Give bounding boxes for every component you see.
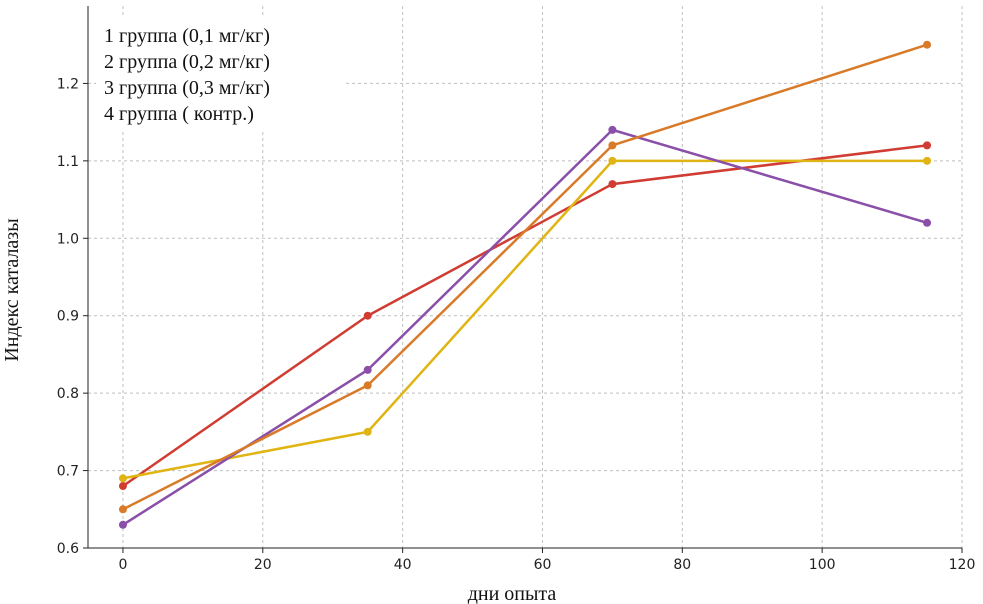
- legend: 1 группа (0,1 мг/кг) 2 группа (0,2 мг/кг…: [96, 16, 346, 131]
- legend-entry-4: 4 группа ( контр.): [104, 103, 254, 125]
- data-point: [923, 141, 932, 150]
- x-tick-label: 80: [673, 557, 691, 573]
- y-tick-label: 0.9: [57, 309, 79, 325]
- x-tick-label: 100: [809, 557, 836, 573]
- y-tick-label: 1.0: [57, 231, 79, 247]
- series-line-3: [122, 128, 928, 526]
- legend-entry-3: 3 группа (0,3 мг/кг): [104, 77, 270, 99]
- y-tick-label: 0.7: [57, 464, 79, 480]
- series: [118, 40, 932, 529]
- data-point: [608, 156, 617, 165]
- data-point: [923, 156, 932, 165]
- y-tick-label: 0.8: [57, 386, 79, 402]
- x-tick-label: 20: [254, 557, 272, 573]
- x-tick-label: 40: [394, 557, 412, 573]
- series-line-2: [122, 159, 928, 480]
- x-tick-label: 60: [534, 557, 552, 573]
- data-point: [363, 427, 372, 436]
- y-tick-label: 1.1: [57, 154, 79, 170]
- x-axis-title: дни опыта: [468, 583, 557, 604]
- data-point: [608, 141, 617, 150]
- data-point: [608, 125, 617, 134]
- data-point: [363, 365, 372, 374]
- data-point: [363, 381, 372, 390]
- legend-entry-1: 1 группа (0,1 мг/кг): [104, 25, 270, 47]
- x-tick-label: 120: [949, 557, 976, 573]
- tick-labels: 0 20 40 60 80 100 120 0.6 0.7 0.8 0.9 1.0 1.1 1.2: [57, 76, 976, 573]
- legend-entry-2: 2 группа (0,2 мг/кг): [104, 51, 270, 73]
- data-point: [923, 218, 932, 227]
- data-point: [118, 474, 127, 483]
- data-point: [118, 520, 127, 529]
- x-tick-label: 0: [118, 557, 127, 573]
- legend-background: [96, 16, 346, 131]
- axes: [83, 6, 963, 553]
- y-tick-label: 1.2: [57, 76, 79, 92]
- data-point: [363, 311, 372, 320]
- series-line-4: [122, 43, 928, 511]
- data-point: [608, 180, 617, 189]
- y-axis-title: Индекс каталазы: [1, 218, 23, 361]
- data-point: [118, 482, 127, 491]
- series-line-1: [122, 144, 928, 488]
- data-point: [118, 505, 127, 514]
- data-point: [923, 40, 932, 49]
- y-tick-label: 0.6: [57, 541, 79, 557]
